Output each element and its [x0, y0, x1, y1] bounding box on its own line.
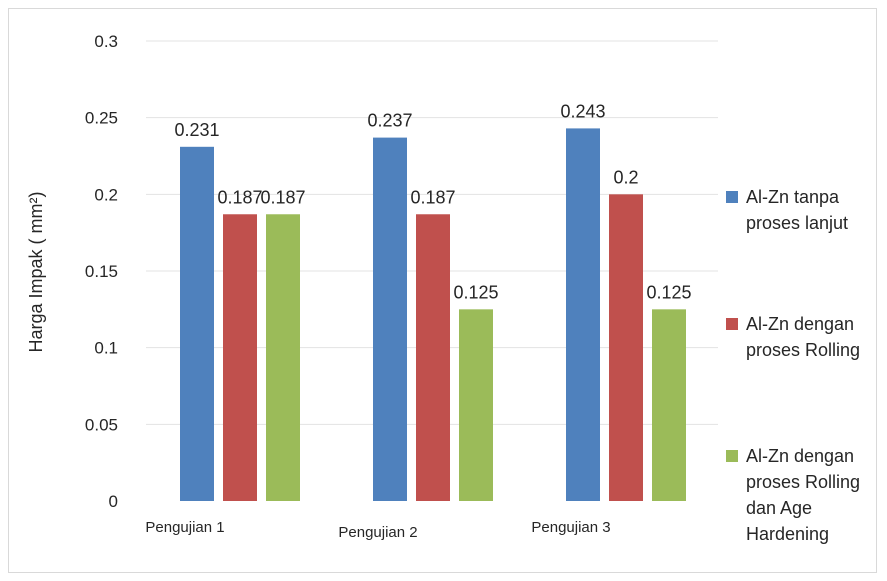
legend-label: proses Rolling — [746, 472, 860, 492]
data-label: 0.187 — [217, 187, 262, 207]
y-axis-title: Harga Impak ( mm²) — [26, 191, 46, 352]
bar — [180, 146, 214, 502]
bar — [652, 309, 686, 501]
bar — [373, 137, 407, 501]
data-label: 0.187 — [260, 187, 305, 207]
bar — [416, 214, 450, 501]
y-axis-ticks: 0 0.05 0.1 0.15 0.2 0.25 0.3 — [85, 32, 118, 511]
x-axis-categories: Pengujian 1 Pengujian 2 Pengujian 3 — [145, 519, 610, 541]
bar — [223, 214, 257, 501]
y-tick-label: 0.25 — [85, 109, 118, 128]
data-label: 0.243 — [560, 101, 605, 121]
y-tick-label: 0.1 — [94, 339, 118, 358]
bar — [609, 194, 643, 502]
data-label: 0.237 — [367, 111, 412, 131]
legend-swatch — [726, 318, 738, 330]
legend-label: dan Age — [746, 498, 812, 518]
bars — [180, 128, 686, 502]
legend-label: Hardening — [746, 524, 829, 544]
legend-label: Al-Zn dengan — [746, 446, 854, 466]
legend-label: proses Rolling — [746, 340, 860, 360]
legend-label: Al-Zn dengan — [746, 314, 854, 334]
y-tick-label: 0.15 — [85, 262, 118, 281]
data-label: 0.187 — [410, 187, 455, 207]
x-category-label: Pengujian 1 — [145, 519, 224, 536]
x-category-label: Pengujian 3 — [531, 519, 610, 536]
y-tick-label: 0.3 — [94, 32, 118, 51]
bar — [266, 214, 300, 501]
legend-swatch — [726, 450, 738, 462]
data-label: 0.2 — [613, 167, 638, 187]
data-label: 0.125 — [453, 282, 498, 302]
legend: Al-Zn tanpa proses lanjut Al-Zn dengan pros… — [726, 187, 860, 544]
legend-label: proses lanjut — [746, 213, 848, 233]
legend-label: Al-Zn tanpa — [746, 187, 840, 207]
bar — [566, 128, 600, 501]
y-tick-label: 0 — [109, 492, 118, 511]
data-label: 0.231 — [174, 120, 219, 140]
legend-swatch — [726, 191, 738, 203]
y-tick-label: 0.2 — [94, 185, 118, 204]
x-category-label: Pengujian 2 — [338, 524, 417, 541]
y-tick-label: 0.05 — [85, 415, 118, 434]
bar — [459, 309, 493, 501]
data-label: 0.125 — [646, 282, 691, 302]
